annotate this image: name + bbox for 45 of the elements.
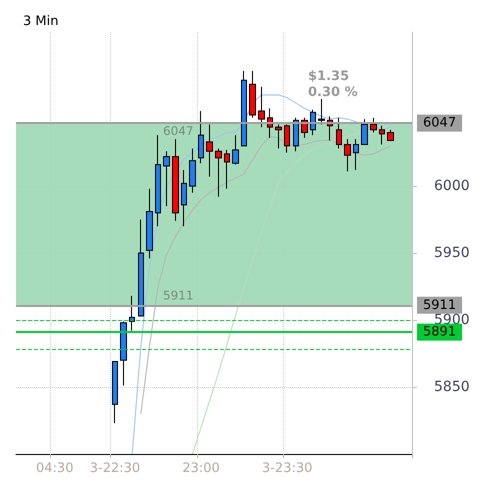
x-tick-label: 3-23:30 (262, 461, 312, 476)
candlestick (198, 110, 204, 164)
candlestick (336, 117, 342, 150)
candlestick (163, 150, 170, 207)
candlestick (120, 320, 127, 386)
annotation: 6047 (163, 124, 194, 138)
candlestick (215, 148, 222, 198)
candlestick (241, 70, 247, 146)
candlestick (112, 361, 118, 424)
y-tick-label: 5950 (434, 245, 470, 262)
chart-title: 3 Min (23, 14, 58, 29)
candlestick (155, 134, 161, 227)
ref-line-label: 5911 (423, 298, 456, 313)
y-tick-label: 6000 (434, 178, 470, 194)
candlestick (318, 98, 325, 125)
x-tick-label: 3-22:30 (90, 461, 140, 476)
x-tick-label: 23:00 (182, 461, 220, 476)
line-series (140, 136, 391, 414)
candlestick (284, 124, 290, 154)
candlestick (361, 118, 368, 146)
candlestick (344, 138, 351, 172)
candlestick (138, 219, 144, 317)
candlestick (181, 169, 187, 227)
candlestick (387, 129, 394, 142)
candlestick (258, 86, 265, 128)
candlestick (224, 149, 230, 190)
candlestick (172, 138, 179, 222)
candlestick (206, 124, 213, 178)
candlestick (129, 295, 135, 332)
candlestick (249, 70, 256, 118)
candlestick (379, 125, 385, 146)
candlestick (275, 124, 282, 150)
candlestick (232, 134, 239, 166)
candlestick (189, 148, 196, 194)
candlestick (370, 117, 377, 133)
candlestick (353, 138, 359, 170)
candlestick (293, 117, 299, 152)
ref-line-label: 6047 (423, 116, 456, 131)
ref-line-label: 5891 (423, 324, 456, 340)
annotation: 0.30 % (308, 85, 358, 100)
annotation: $1.35 (308, 69, 350, 84)
x-tick-label: 04:30 (36, 461, 74, 476)
y-tick-label: 5850 (434, 379, 470, 396)
candlestick (146, 188, 153, 259)
annotation: 5911 (163, 288, 194, 302)
